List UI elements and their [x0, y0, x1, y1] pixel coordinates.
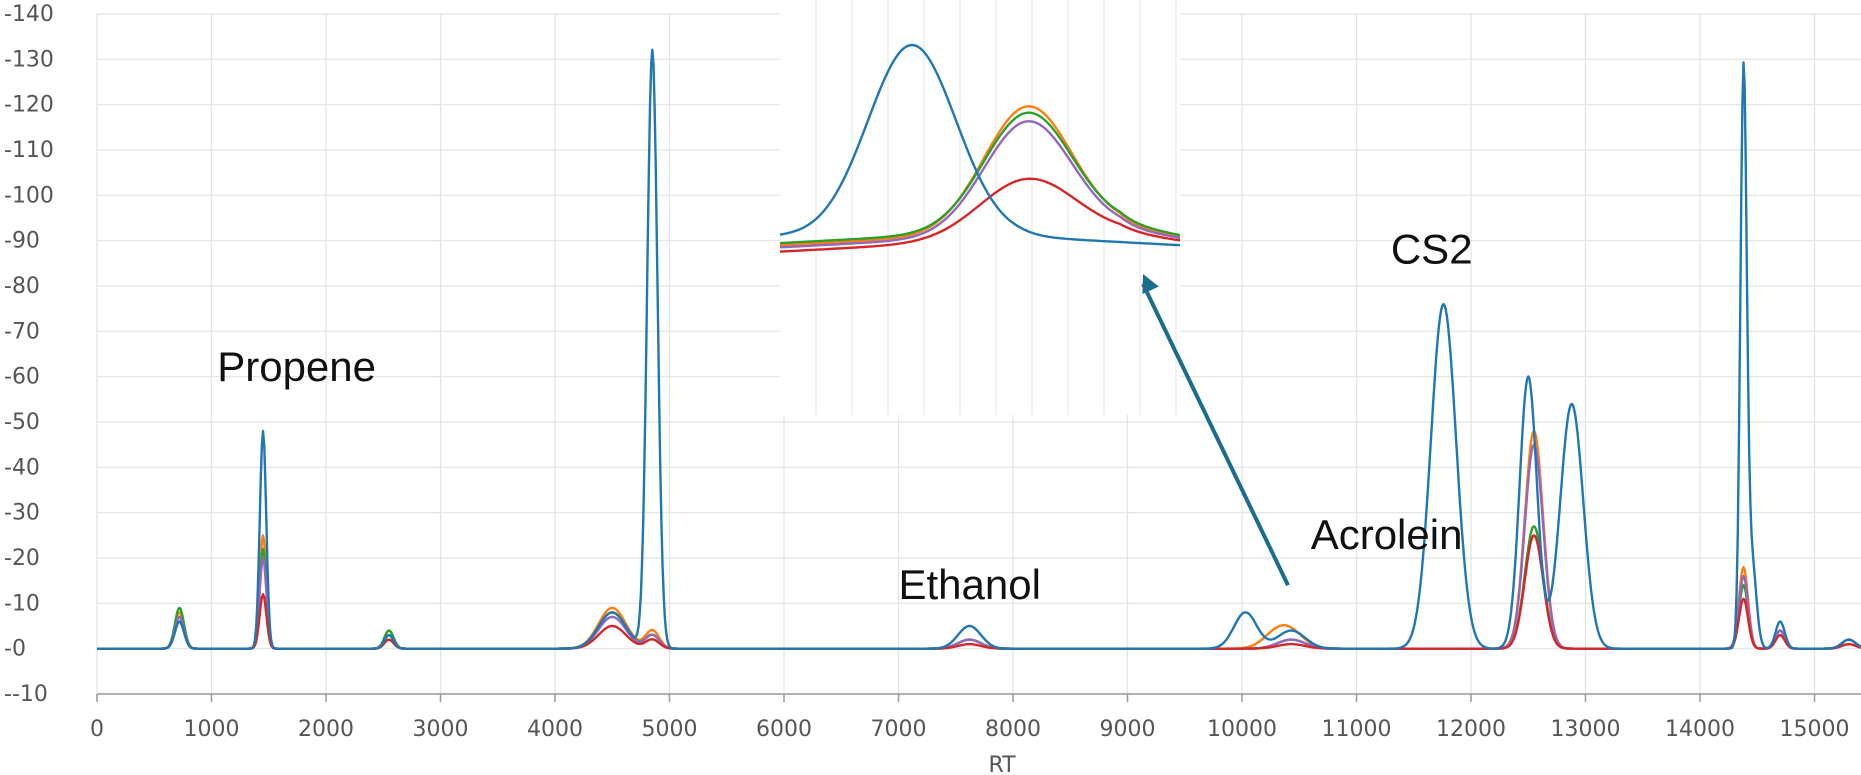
- y-tick-label: -80: [4, 274, 40, 299]
- x-axis-title: RT: [988, 753, 1016, 775]
- y-tick-label: -60: [4, 365, 40, 390]
- peak-label-cs2: CS2: [1391, 225, 1473, 272]
- inset-series-line: [779, 177, 1181, 253]
- arrow-head: [1142, 274, 1159, 295]
- y-tick-label: -130: [4, 47, 54, 72]
- y-tick-label: -70: [4, 319, 40, 344]
- x-tick-label: 2000: [298, 717, 354, 742]
- series-line: [96, 48, 1861, 650]
- inset-series-line: [779, 43, 1181, 247]
- x-tick-label: 0: [90, 717, 104, 742]
- x-tick-label: 11000: [1322, 717, 1392, 742]
- arrow-line: [1141, 283, 1290, 587]
- y-tick-label: -110: [4, 138, 54, 163]
- zoom-inset: [779, 0, 1181, 415]
- x-tick-label: 13000: [1551, 717, 1621, 742]
- y-tick-label: -90: [4, 229, 40, 254]
- y-tick-label: -140: [4, 2, 54, 27]
- y-tick-label: --10: [4, 682, 48, 707]
- x-tick-label: 7000: [871, 717, 927, 742]
- peak-label-propene: Propene: [217, 343, 376, 390]
- x-tick-label: 4000: [527, 717, 583, 742]
- x-tick-label: 1000: [184, 717, 240, 742]
- series-line: [96, 534, 1861, 650]
- inset-background: [780, 0, 1180, 415]
- x-tick-label: 10000: [1207, 717, 1277, 742]
- y-tick-label: -20: [4, 546, 40, 571]
- y-tick-label: -10: [4, 591, 40, 616]
- x-tick-label: 12000: [1436, 717, 1506, 742]
- annotation-layer: Propene Ethanol Acrolein CS2: [217, 225, 1472, 607]
- y-tick-label: -30: [4, 501, 40, 526]
- x-tick-label: 14000: [1665, 717, 1735, 742]
- y-tick-label: -40: [4, 455, 40, 480]
- y-tick-label: -0: [4, 637, 26, 662]
- y-tick-label: -100: [4, 183, 54, 208]
- x-tick-label: 3000: [413, 717, 469, 742]
- x-tick-label: 5000: [642, 717, 698, 742]
- inset-series-line: [779, 111, 1181, 245]
- x-axis: 0 1000 2000 3000 4000 5000 6000 7000 8000 9000 100…: [90, 693, 1861, 742]
- series-line: [96, 443, 1861, 650]
- x-tick-label: 8000: [985, 717, 1041, 742]
- x-tick-label: 15000: [1780, 717, 1850, 742]
- peak-label-ethanol: Ethanol: [899, 561, 1041, 608]
- y-axis: --10 -0 -10 -20 -30 -40 -50 -60 -70 -80 -90 -100 -11…: [4, 2, 54, 707]
- peak-label-acrolein: Acrolein: [1311, 511, 1463, 558]
- x-tick-label: 9000: [1100, 717, 1156, 742]
- y-tick-label: -50: [4, 410, 40, 435]
- inset-series-line: [779, 120, 1181, 249]
- series-line: [96, 429, 1861, 650]
- y-tick-label: -120: [4, 93, 54, 118]
- x-tick-label: 6000: [756, 717, 812, 742]
- series-layer: [96, 48, 1861, 650]
